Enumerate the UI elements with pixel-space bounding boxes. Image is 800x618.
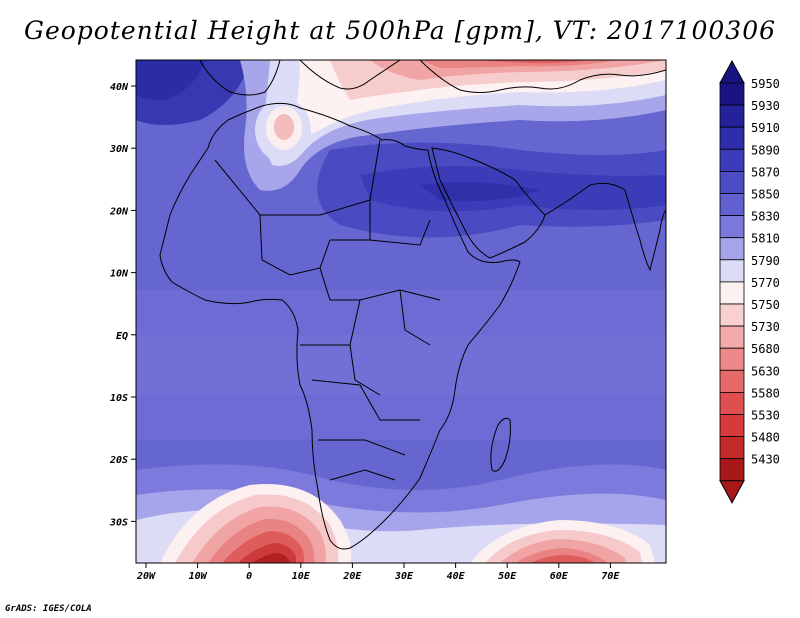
- coastlines: [159, 60, 666, 550]
- legend-label: 5630: [751, 364, 780, 378]
- color-legend: 5950 5930 5910 5890 5870 5850 5830 5810 5790 5770…: [719, 59, 780, 504]
- legend-swatch: [719, 170, 745, 194]
- lon-label: 20W: [136, 571, 156, 582]
- legend-label: 5530: [751, 409, 780, 423]
- lon-label: 50E: [498, 571, 517, 582]
- legend-swatch: [719, 126, 745, 150]
- legend-label: 5680: [751, 342, 780, 356]
- height-field: [136, 60, 666, 563]
- lon-label: 40E: [447, 571, 466, 582]
- legend-label: 5730: [751, 320, 780, 334]
- lat-label: 40N: [110, 82, 129, 93]
- legend-swatch: [719, 436, 745, 460]
- lon-label: 30E: [394, 571, 414, 582]
- legend-label: 5830: [751, 210, 780, 224]
- legend-label: 5790: [751, 254, 780, 268]
- lat-label: 10S: [110, 393, 128, 404]
- lon-label: 60E: [550, 571, 569, 582]
- legend-label: 5890: [751, 143, 780, 157]
- legend-swatch: [719, 391, 745, 415]
- legend-label: 5580: [751, 386, 780, 400]
- map-frame: [135, 59, 667, 564]
- legend-label: 5430: [751, 453, 780, 467]
- lat-label: 30S: [109, 517, 128, 528]
- legend-label: 5870: [751, 165, 780, 179]
- lat-label: 10N: [110, 269, 129, 280]
- lat-label: 20S: [109, 455, 128, 466]
- legend-label: 5770: [751, 276, 780, 290]
- legend-swatch: [719, 237, 745, 261]
- grads-credit: GrADS: IGES/COLA: [5, 604, 92, 614]
- legend-swatch: [719, 193, 745, 217]
- lon-label: 10E: [292, 571, 311, 582]
- chart-title: Geopotential Height at 500hPa [gpm], VT:…: [23, 16, 777, 45]
- legend-label: 5950: [751, 77, 780, 91]
- lat-label: EQ: [116, 331, 128, 342]
- lon-label: 70E: [601, 571, 620, 582]
- legend-label: 5910: [751, 121, 780, 135]
- legend-swatch: [719, 82, 745, 106]
- legend-label: 5810: [751, 232, 780, 246]
- legend-swatch: [719, 325, 745, 349]
- lon-label: 20E: [342, 571, 362, 582]
- legend-label: 5480: [751, 431, 780, 445]
- legend-swatch: [719, 259, 745, 283]
- legend-swatch: [719, 281, 745, 305]
- legend-swatch: [719, 104, 745, 128]
- lat-label: 20N: [109, 206, 129, 217]
- legend-label: 5850: [751, 188, 780, 202]
- lon-label: 0: [246, 571, 252, 582]
- legend-swatch: [719, 215, 745, 239]
- legend-top-arrow: [719, 59, 745, 84]
- legend-swatch: [719, 369, 745, 393]
- legend-bottom-arrow: [719, 480, 745, 504]
- legend-swatch: [719, 347, 745, 371]
- legend-swatch: [719, 458, 745, 482]
- legend-label: 5750: [751, 298, 780, 312]
- legend-swatch: [719, 148, 745, 172]
- legend-swatch: [719, 303, 745, 327]
- legend-swatch: [719, 414, 745, 438]
- lat-label: 30N: [109, 144, 129, 155]
- legend-label: 5930: [751, 99, 780, 113]
- lon-label: 10W: [189, 571, 208, 582]
- map-axes: 20W 10W 0 10E 20E 30E 40E 50E 60E 70E 40N 30N 20N 10N…: [109, 82, 620, 582]
